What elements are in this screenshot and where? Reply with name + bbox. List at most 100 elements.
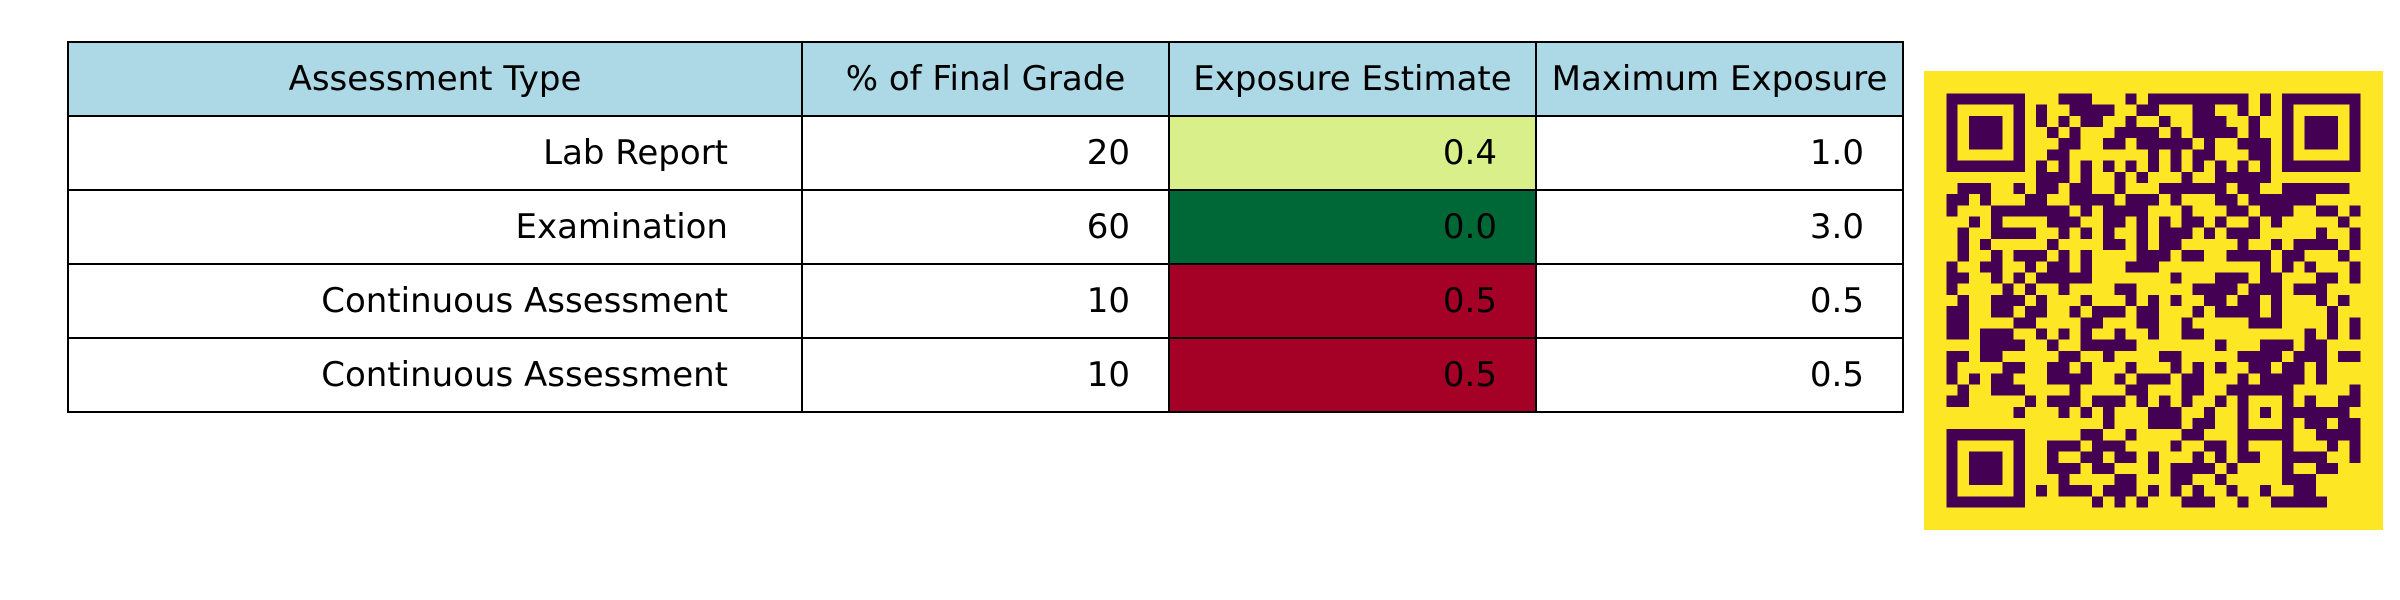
qr-module [2203,283,2216,295]
qr-module [2103,194,2115,206]
qr-module [2114,485,2126,497]
qr-module [2349,328,2361,340]
qr-module [2170,418,2182,430]
qr-module [2293,350,2305,363]
qr-module [2271,294,2283,307]
qr-module [2315,373,2328,385]
qr-module [2248,171,2260,183]
exposure-estimate-cell: 0.0 [1168,189,1537,265]
qr-module [2338,395,2350,407]
qr-module [2159,227,2171,239]
qr-module [2304,339,2316,351]
grade-percent-cell: 10 [801,337,1170,413]
qr-module [1968,216,1980,228]
qr-module [2282,160,2294,172]
qr-module [2259,261,2272,273]
qr-module [2058,115,2070,127]
qr-module [2338,93,2350,105]
qr-module [2271,306,2283,318]
qr-module [2136,194,2148,206]
qr-module [2315,160,2328,172]
qr-module [2203,138,2216,150]
qr-module [2327,182,2339,195]
qr-module [2237,138,2249,150]
qr-module [2080,362,2092,374]
qr-module [2058,474,2070,486]
qr-module [2047,205,2059,217]
qr-module [2181,384,2193,396]
qr-module [2058,485,2070,497]
qr-module [2349,227,2361,239]
qr-module [2237,440,2249,452]
qr-module [2349,272,2361,284]
qr-module [2058,93,2070,105]
qr-module [2181,462,2193,475]
qr-module [2035,104,2048,116]
qr-module [2136,104,2148,116]
qr-module [1968,126,1980,139]
qr-module [2248,115,2260,127]
qr-module [2293,283,2305,295]
qr-module [2181,93,2193,105]
qr-module [2002,205,2014,217]
qr-module [2170,474,2182,486]
qr-module [1957,272,1969,284]
qr-module [2080,205,2092,217]
qr-module [2080,194,2092,206]
qr-module [2259,205,2272,217]
qr-module [2013,138,2025,150]
qr-module [2282,496,2294,508]
qr-module [2215,395,2227,407]
qr-module [2304,194,2316,206]
qr-module [2192,496,2204,508]
qr-module [1991,261,2003,273]
maximum-exposure-cell: 3.0 [1535,189,1904,265]
qr-module [2327,126,2339,139]
qr-module [2282,384,2294,396]
qr-module [2058,261,2070,273]
qr-module [2080,328,2092,340]
qr-module [2080,104,2092,116]
qr-module [2136,317,2148,329]
qr-module [2349,93,2361,105]
qr-module [2349,350,2361,363]
qr-module [2259,104,2272,116]
qr-module [2203,406,2216,419]
qr-module [2147,104,2160,116]
qr-module [2282,373,2294,385]
qr-module [2327,317,2339,329]
qr-module [2181,227,2193,239]
qr-module [2114,339,2126,351]
qr-module [2349,261,2361,273]
qr-module [2147,317,2160,329]
qr-module [2002,328,2014,340]
qr-module [2203,104,2216,116]
qr-module [2125,205,2137,217]
qr-module [1991,115,2003,127]
qr-module [2058,328,2070,340]
qr-module [2058,350,2070,363]
qr-module [2282,250,2294,262]
qr-module [2327,93,2339,105]
qr-module [2002,384,2014,396]
qr-module [2259,138,2272,150]
qr-module [2147,294,2160,307]
qr-module [1991,138,2003,150]
qr-module [2282,104,2294,116]
qr-module [2047,126,2059,139]
qr-module [2349,395,2361,407]
qr-module [2282,339,2294,351]
qr-module [2271,216,2283,228]
qr-module [2159,395,2171,407]
qr-module [2304,238,2316,251]
qr-module [2159,238,2171,251]
qr-module [1991,160,2003,172]
qr-module [2248,429,2260,441]
qr-module [2013,384,2025,396]
qr-module [2114,328,2126,340]
qr-module [2248,451,2260,463]
qr-module [2315,406,2328,419]
qr-module [2259,485,2272,497]
qr-module [2248,194,2260,206]
table-row: Continuous Assessment 10 0.5 0.5 [67,337,1904,413]
